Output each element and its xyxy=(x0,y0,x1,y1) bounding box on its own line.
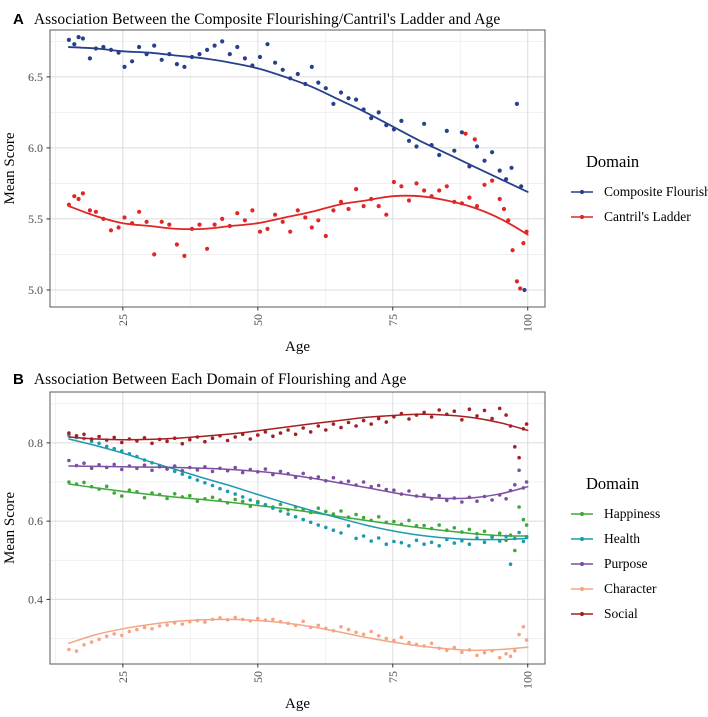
legend-label: Social xyxy=(604,606,638,621)
panel-a-title: Association Between the Composite Flouri… xyxy=(33,10,501,28)
panel-a-legend-items: Composite Flourish Cantril's Ladder xyxy=(571,184,708,225)
legend-key-icon xyxy=(571,536,593,542)
legend-label: Composite Flourish xyxy=(604,184,708,199)
svg-text:100: 100 xyxy=(521,671,535,689)
legend-item: Purpose xyxy=(571,556,708,572)
legend-item: Happiness xyxy=(571,506,708,522)
legend-label: Cantril's Ladder xyxy=(604,209,691,224)
svg-text:75: 75 xyxy=(386,671,400,683)
panel-a-legend: Domain Composite Flourish Cantril's Ladde… xyxy=(555,152,708,234)
x-axis-title: Age xyxy=(285,696,310,712)
panel-a-title-row: A Association Between the Composite Flou… xyxy=(0,0,708,28)
panel-b-label: B xyxy=(13,370,24,388)
panel-b-chart-row: 0.4 0.6 0.8 25 50 75 100 Age Mean Score Domain H… xyxy=(0,390,708,715)
legend-label: Purpose xyxy=(604,556,648,571)
legend-item: Social xyxy=(571,606,708,622)
panel-b-title-row: B Association Between Each Domain of Flo… xyxy=(0,358,708,390)
y-axis-title: Mean Score xyxy=(2,132,18,204)
legend-key-icon xyxy=(571,561,593,567)
svg-text:25: 25 xyxy=(116,314,130,326)
legend-item: Health xyxy=(571,531,708,547)
legend-key-icon xyxy=(571,586,593,592)
legend-label: Happiness xyxy=(604,506,661,521)
legend-label: Character xyxy=(604,581,657,596)
svg-text:0.8: 0.8 xyxy=(28,436,43,450)
legend-item: Cantril's Ladder xyxy=(571,209,708,225)
panel-b-plot: 0.4 0.6 0.8 25 50 75 100 Age Mean Score xyxy=(2,391,546,712)
svg-text:0.4: 0.4 xyxy=(28,592,43,606)
x-axis-title: Age xyxy=(285,339,310,355)
panel-b-title: Association Between Each Domain of Flour… xyxy=(33,370,407,388)
legend-key-icon xyxy=(571,214,593,220)
legend-key-icon xyxy=(571,511,593,517)
legend-label: Health xyxy=(604,531,640,546)
legend-key-icon xyxy=(571,611,593,617)
panel-b-legend-title: Domain xyxy=(586,474,640,493)
panel-b-legend: Domain Happiness Health Purpose Character So… xyxy=(555,474,708,631)
panel-a-label: A xyxy=(13,10,24,28)
svg-text:5.5: 5.5 xyxy=(28,212,43,226)
svg-text:25: 25 xyxy=(116,671,130,683)
legend-key-icon xyxy=(571,189,593,195)
svg-text:50: 50 xyxy=(251,314,265,326)
svg-text:0.6: 0.6 xyxy=(28,514,43,528)
svg-text:100: 100 xyxy=(521,314,535,332)
svg-text:6.0: 6.0 xyxy=(28,141,43,155)
panel-b-legend-items: Happiness Health Purpose Character Social xyxy=(571,506,708,622)
legend-item: Composite Flourish xyxy=(571,184,708,200)
panel-a-chart-row: 5.0 5.5 6.0 6.5 25 50 75 100 Age Mean Score Domai… xyxy=(0,28,708,358)
svg-text:50: 50 xyxy=(251,671,265,683)
legend-item: Character xyxy=(571,581,708,597)
panel-a-legend-title: Domain xyxy=(586,152,640,171)
y-axis-title: Mean Score xyxy=(2,492,18,564)
svg-text:5.0: 5.0 xyxy=(28,283,43,297)
panel-a-plot: 5.0 5.5 6.0 6.5 25 50 75 100 Age Mean Score xyxy=(2,29,546,355)
svg-text:6.5: 6.5 xyxy=(28,70,43,84)
svg-text:75: 75 xyxy=(386,314,400,326)
